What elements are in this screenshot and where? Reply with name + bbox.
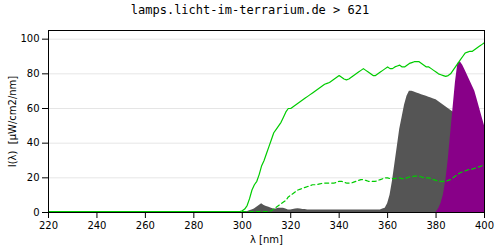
svg-text:220: 220 xyxy=(39,220,58,231)
svg-text:380: 380 xyxy=(427,220,446,231)
svg-text:240: 240 xyxy=(87,220,106,231)
svg-text:400: 400 xyxy=(475,220,494,231)
svg-text:40: 40 xyxy=(27,137,40,148)
svg-text:0: 0 xyxy=(33,207,39,218)
svg-text:300: 300 xyxy=(233,220,252,231)
svg-text:320: 320 xyxy=(281,220,300,231)
svg-text:280: 280 xyxy=(184,220,203,231)
svg-text:80: 80 xyxy=(27,68,40,79)
svg-text:20: 20 xyxy=(27,172,40,183)
svg-text:340: 340 xyxy=(330,220,349,231)
svg-text:260: 260 xyxy=(136,220,155,231)
svg-text:60: 60 xyxy=(27,103,40,114)
svg-text:λ [nm]: λ [nm] xyxy=(250,234,283,245)
html-text:lamps.licht-im-terrarium.de >: lamps.licht-im-terrarium.de > 621 xyxy=(130,3,370,17)
svg-text:100: 100 xyxy=(20,33,39,44)
svg-text:I(λ) [μW/cm2/nm]: I(λ) [μW/cm2/nm] xyxy=(7,76,18,168)
svg-text:360: 360 xyxy=(378,220,397,231)
